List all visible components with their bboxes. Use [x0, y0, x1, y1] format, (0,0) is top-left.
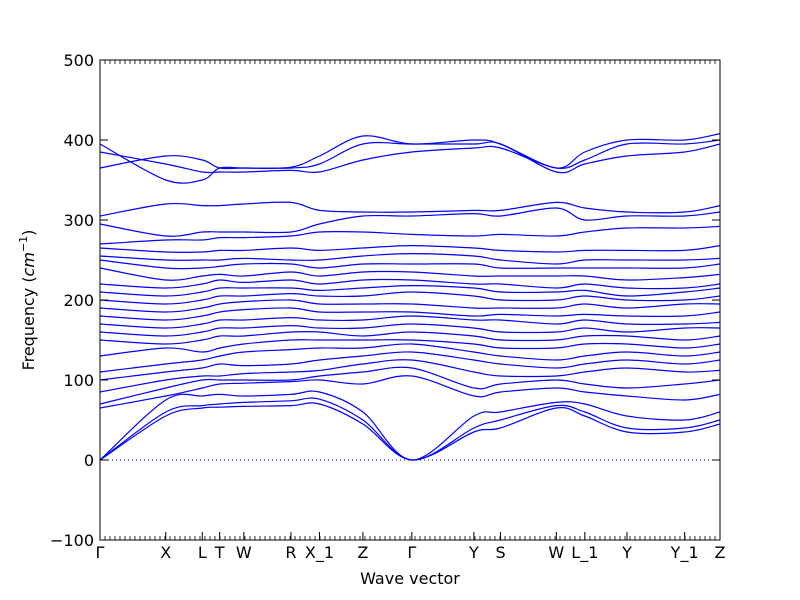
- phonon-branch-6: [99, 359, 721, 393]
- phonon-branch-11: [99, 323, 721, 337]
- phonon-branch-23: [99, 207, 721, 237]
- kpoint-label: Γ: [96, 543, 105, 562]
- y-axis-label: Frequency (cm−1): [17, 230, 38, 371]
- kpoint-label: W: [236, 543, 252, 562]
- phonon-branch-10: [99, 330, 721, 345]
- phonon-branch-24: [99, 201, 721, 217]
- kpoint-label: Γ: [407, 543, 416, 562]
- phonon-branch-25: [99, 141, 721, 174]
- kpoint-label-layer: Γ X L T W R X_1 Z Γ Y S W L_1 Y Y_1 Z: [96, 532, 726, 563]
- y-axis-label-suffix: ): [19, 230, 38, 236]
- x-axis-label: Wave vector: [360, 569, 460, 588]
- phonon-branch-14: [99, 299, 721, 313]
- phonon-branch-20: [99, 252, 721, 265]
- y-tick-label: 500: [63, 51, 94, 70]
- phonon-branch-22: [99, 225, 721, 245]
- phonon-branch-9: [99, 339, 721, 357]
- y-tick-label: 0: [84, 451, 94, 470]
- kpoint-label: Y_1: [670, 543, 699, 563]
- kpoint-label: L_1: [571, 543, 598, 563]
- phonon-branch-26: [99, 139, 721, 174]
- kpoint-label: R: [285, 543, 296, 562]
- phonon-branch-4: [99, 375, 721, 409]
- minor-tick-layer: [104, 60, 716, 540]
- kpoint-label: Z: [357, 543, 368, 562]
- y-tick-label: −100: [50, 531, 94, 550]
- y-tick-label: 200: [63, 291, 94, 310]
- y-tick-label: 300: [63, 211, 94, 230]
- phonon-branch-13: [99, 307, 721, 321]
- phonon-branch-1: [99, 402, 721, 461]
- y-tick-label: 100: [63, 371, 94, 390]
- y-axis-label-unit: cm: [19, 252, 38, 276]
- phonon-branch-3: [99, 390, 721, 461]
- phonon-branch-7: [99, 351, 721, 381]
- phonon-branch-27: [99, 133, 721, 184]
- phonon-branch-16: [99, 284, 721, 297]
- phonon-branch-17: [99, 278, 721, 290]
- kpoint-label: X_1: [305, 543, 334, 563]
- phonon-branch-8: [99, 343, 721, 373]
- phonon-branch-2: [99, 397, 721, 461]
- kpoint-label: Y: [468, 543, 479, 562]
- series-layer: [99, 133, 721, 461]
- y-tick-label: 400: [63, 131, 94, 150]
- y-axis-label-exponent: −1: [17, 236, 30, 252]
- kpoint-label: L: [198, 543, 207, 562]
- y-axis-label-prefix: Frequency (: [19, 276, 38, 370]
- phonon-branch-21: [99, 244, 721, 253]
- kpoint-label: X: [160, 543, 171, 562]
- phonon-branch-18: [99, 267, 721, 281]
- kpoint-label: W: [548, 543, 564, 562]
- y-tick-layer: −100 0 100 200 300 400 500: [50, 51, 720, 550]
- phonon-branch-5: [99, 366, 721, 405]
- kpoint-label: Z: [715, 543, 726, 562]
- phonon-branch-15: [99, 291, 721, 305]
- kpoint-label: T: [214, 543, 225, 562]
- phonon-branch-12: [99, 315, 721, 329]
- phonon-branch-19: [99, 259, 721, 270]
- kpoint-label: S: [495, 543, 505, 562]
- plot-frame: [99, 59, 721, 541]
- kpoint-label: Y: [621, 543, 632, 562]
